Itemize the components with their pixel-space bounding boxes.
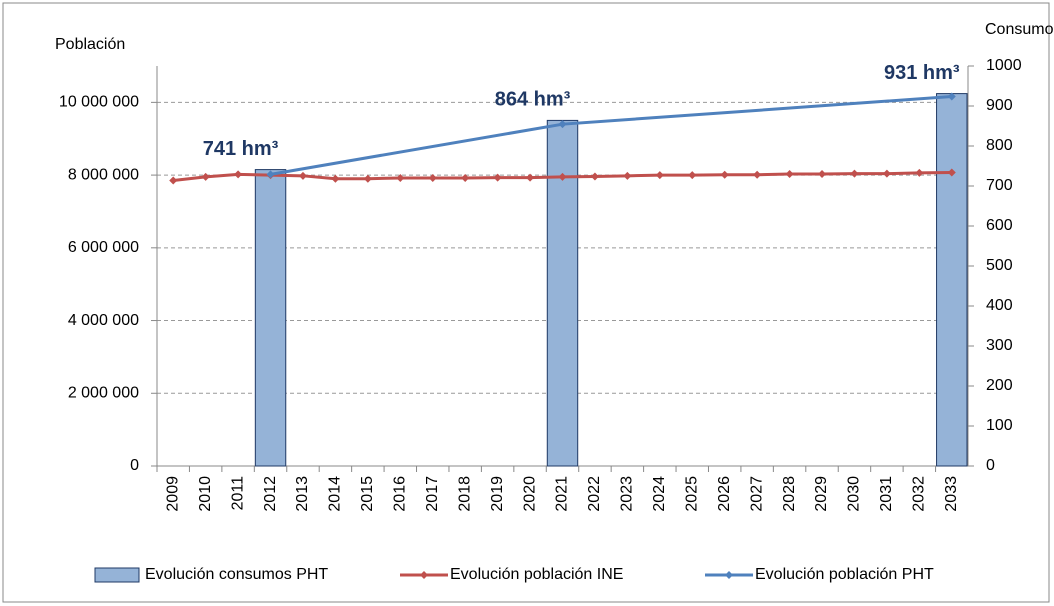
data-label: 864 hm³ (495, 89, 571, 111)
x-tick-label: 2013 (294, 476, 311, 512)
marker (655, 171, 664, 180)
marker (688, 171, 697, 180)
marker (298, 171, 307, 180)
marker (558, 172, 567, 181)
marker (850, 169, 859, 178)
y-tick-label: 0 (130, 457, 139, 474)
x-tick-label: 2009 (164, 476, 181, 512)
marker (331, 174, 340, 183)
y-axis-label: Población (55, 36, 125, 53)
x-tick-label: 2012 (262, 476, 279, 512)
y-tick-label: 4 000 000 (68, 312, 139, 329)
x-tick-label: 2021 (554, 476, 571, 512)
x-tick-label: 2025 (683, 476, 700, 512)
x-tick-label: 2023 (619, 476, 636, 512)
marker (493, 173, 502, 182)
y2-tick-label: 200 (986, 377, 1013, 394)
marker (785, 170, 794, 178)
y-tick-label: 6 000 000 (68, 239, 139, 256)
x-tick-label: 2014 (327, 476, 344, 512)
x-tick-label: 2024 (651, 476, 668, 512)
data-label: 931 hm³ (884, 62, 960, 84)
x-tick-label: 2029 (813, 476, 830, 512)
x-tick-label: 2016 (392, 476, 409, 512)
x-tick-label: 2010 (197, 476, 214, 512)
marker (818, 170, 827, 178)
marker (947, 92, 956, 101)
legend-marker (725, 571, 733, 579)
marker (882, 169, 891, 178)
legend-label: Evolución población INE (450, 566, 623, 583)
bar (936, 93, 968, 467)
x-tick-label: 2018 (456, 476, 473, 512)
marker (590, 172, 599, 181)
marker (915, 168, 924, 177)
marker (201, 172, 210, 181)
legend-marker (420, 571, 428, 579)
marker (753, 170, 762, 179)
marker (461, 174, 470, 182)
marker (558, 120, 567, 129)
marker (396, 174, 405, 182)
x-tick-label: 2032 (911, 476, 928, 512)
y2-axis-label: Consumo (985, 21, 1054, 38)
y2-tick-label: 0 (986, 457, 995, 474)
x-tick-label: 2020 (521, 476, 538, 512)
x-tick-label: 2033 (943, 476, 960, 512)
x-tick-label: 2011 (229, 476, 246, 511)
x-tick-label: 2030 (846, 476, 863, 512)
data-label: 741 hm³ (203, 138, 279, 160)
x-tick-label: 2019 (489, 476, 506, 512)
marker (526, 173, 535, 182)
y-tick-label: 10 000 000 (59, 94, 139, 111)
y2-tick-label: 100 (986, 417, 1013, 434)
bar (254, 169, 287, 467)
y2-tick-label: 400 (986, 297, 1013, 314)
marker (623, 171, 632, 180)
y2-tick-label: 900 (986, 97, 1013, 114)
y2-tick-label: 300 (986, 337, 1013, 354)
marker (234, 170, 243, 179)
y2-tick-label: 800 (986, 137, 1013, 154)
y2-tick-label: 600 (986, 217, 1013, 234)
marker (720, 170, 729, 179)
x-tick-label: 2015 (359, 476, 376, 512)
y2-tick-label: 500 (986, 257, 1013, 274)
marker (428, 174, 437, 182)
x-tick-label: 2031 (878, 476, 895, 512)
y-tick-label: 2 000 000 (68, 384, 139, 401)
bar (546, 119, 579, 467)
x-tick-label: 2022 (586, 476, 603, 512)
legend-swatch (94, 567, 140, 583)
marker (169, 176, 178, 185)
y2-tick-label: 1000 (986, 57, 1022, 74)
x-tick-label: 2026 (716, 476, 733, 512)
x-tick-label: 2028 (781, 476, 798, 512)
marker (266, 170, 275, 179)
x-tick-label: 2017 (424, 476, 441, 512)
x-tick-label: 2027 (748, 476, 765, 512)
legend-label: Evolución consumos PHT (145, 566, 328, 583)
legend-label: Evolución población PHT (755, 566, 934, 583)
y2-tick-label: 700 (986, 177, 1013, 194)
marker (947, 168, 956, 177)
y-tick-label: 8 000 000 (68, 166, 139, 183)
marker (363, 174, 372, 183)
